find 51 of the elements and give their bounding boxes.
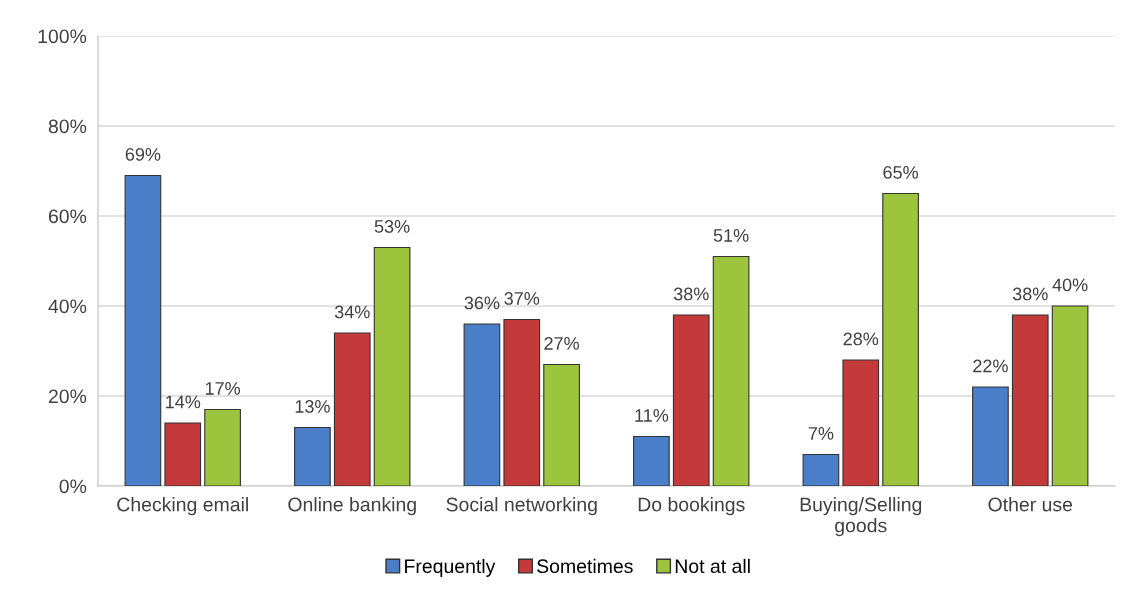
legend-label: Frequently	[405, 558, 496, 577]
bar	[633, 435, 670, 486]
bar	[882, 192, 919, 486]
data-label: 11%	[635, 409, 669, 422]
bar	[503, 318, 541, 486]
bar	[204, 408, 241, 486]
x-tick-label: Buying/Selling goods	[800, 497, 922, 537]
bar	[712, 255, 750, 486]
y-tick-label: 80%	[48, 119, 87, 134]
data-label: 13%	[295, 400, 330, 413]
data-label: 28%	[843, 332, 879, 346]
x-tick-label: Do bookings	[638, 497, 745, 516]
data-label: 34%	[334, 305, 370, 319]
bar	[842, 359, 880, 486]
bar	[672, 314, 710, 486]
legend-label: Sometimes	[537, 558, 633, 574]
data-label: 17%	[205, 382, 241, 395]
data-label: 40%	[1052, 278, 1088, 292]
x-tick-label: Social networking	[446, 497, 597, 516]
legend-label: Not at all	[675, 558, 750, 574]
data-label: 7%	[808, 427, 834, 440]
x-tick-label: Checking email	[117, 497, 248, 516]
y-tick-label: 0%	[59, 479, 87, 494]
y-tick-label: 40%	[48, 299, 87, 314]
bar	[124, 174, 162, 486]
bar	[802, 453, 840, 486]
bar	[1051, 305, 1089, 486]
data-label: 27%	[544, 337, 580, 350]
data-label: 69%	[125, 148, 161, 161]
data-label: 37%	[504, 292, 540, 305]
y-tick-label: 100%	[38, 29, 87, 44]
data-label: 51%	[713, 229, 749, 242]
data-label: 65%	[883, 166, 919, 179]
data-label: 36%	[464, 296, 500, 310]
bar	[164, 422, 202, 486]
bar	[294, 426, 331, 486]
data-label: 22%	[973, 359, 1008, 373]
bar	[333, 332, 371, 486]
data-label: 38%	[1012, 287, 1048, 301]
data-label: 14%	[166, 395, 201, 409]
x-tick-label: Online banking	[288, 497, 416, 516]
bar	[543, 363, 580, 486]
y-tick-label: 60%	[48, 209, 87, 224]
data-label: 38%	[673, 287, 709, 301]
bar	[463, 323, 501, 486]
x-tick-label: Other use	[988, 497, 1073, 512]
bar	[1011, 314, 1049, 486]
bar	[373, 246, 411, 486]
data-label: 53%	[374, 220, 410, 233]
bar	[972, 386, 1009, 486]
y-tick-label: 20%	[48, 389, 87, 404]
